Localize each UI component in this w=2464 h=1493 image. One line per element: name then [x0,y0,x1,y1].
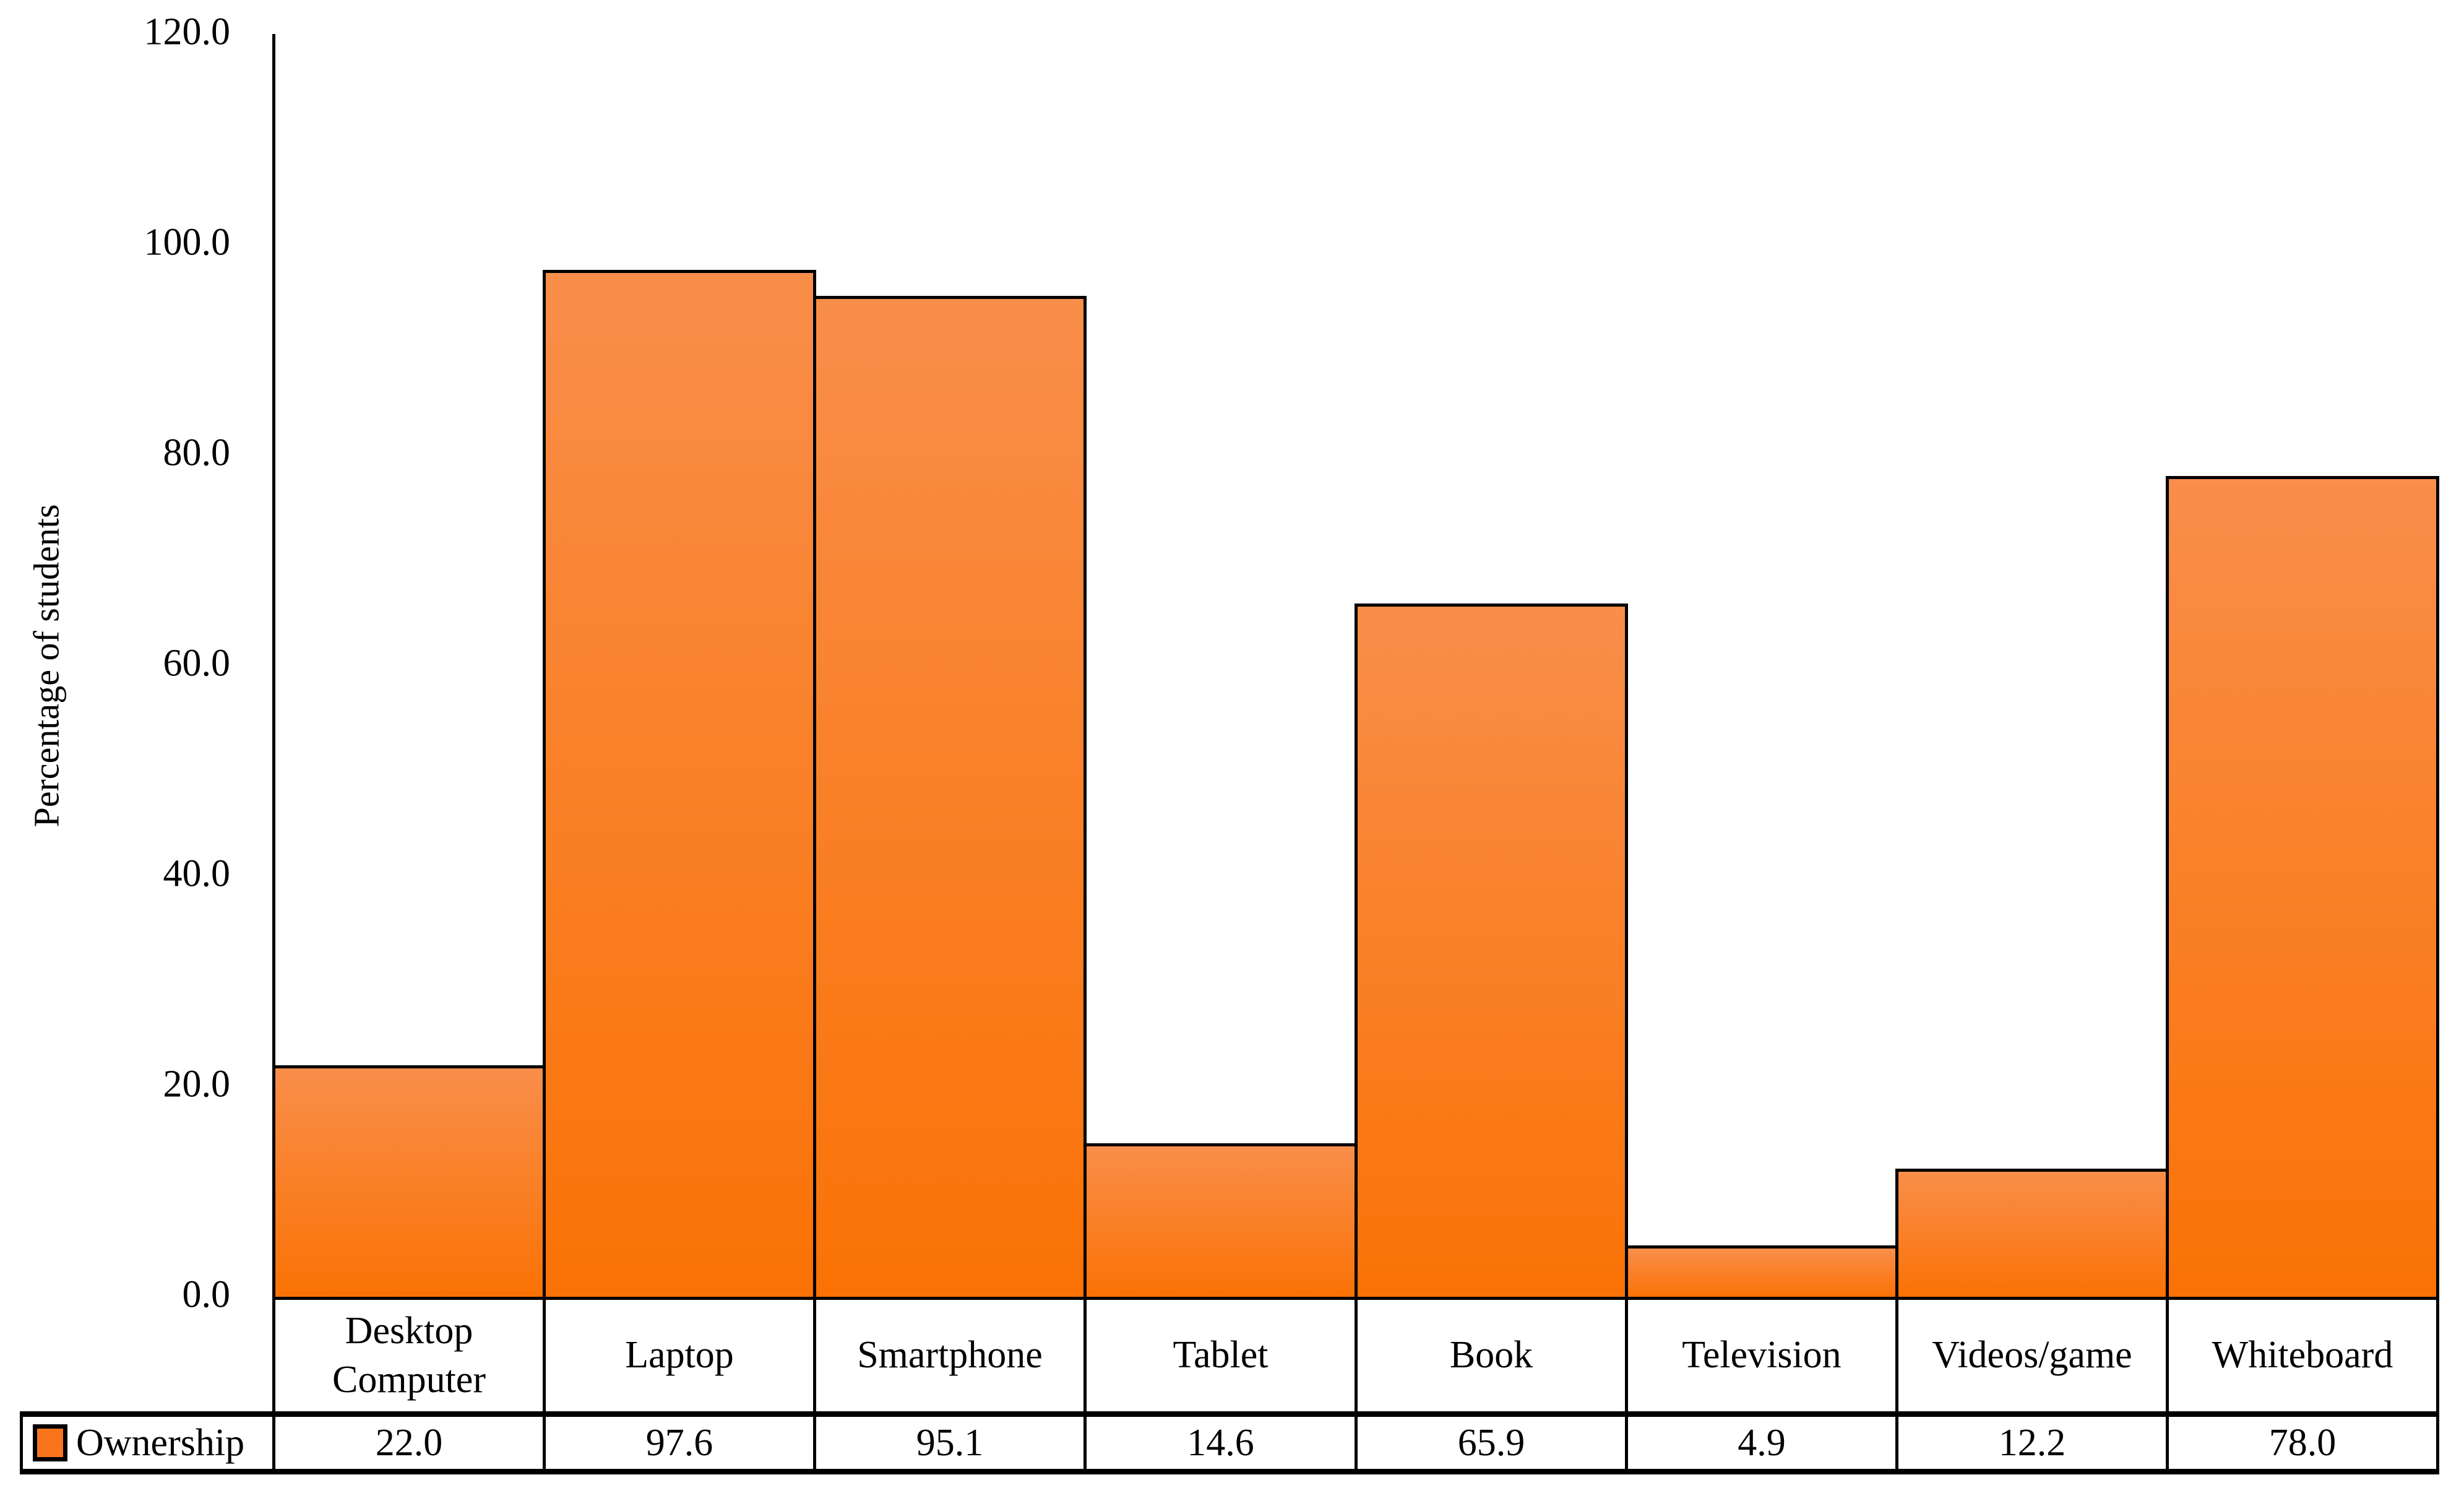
value-cell-videos-game: 12.2 [1895,1411,2169,1474]
legend-series-label: Ownership [76,1421,245,1464]
y-tick-label-0-0: 0.0 [182,1273,231,1316]
bar-smartphone [813,296,1087,1300]
legend-cell: Ownership [20,1411,275,1474]
y-tick-label-60-0: 60.0 [163,642,231,685]
category-label-laptop: Laptop [543,1297,816,1414]
bar-laptop [543,270,816,1300]
value-cell-smartphone: 95.1 [813,1411,1087,1474]
bar-book [1355,604,1628,1300]
value-cell-tablet: 14.6 [1083,1411,1358,1474]
value-cell-laptop: 97.6 [543,1411,816,1474]
category-label-whiteboard: Whiteboard [2166,1297,2439,1414]
value-cell-book: 65.9 [1355,1411,1628,1474]
y-tick-label-20-0: 20.0 [163,1063,231,1106]
value-cell-whiteboard: 78.0 [2166,1411,2439,1474]
y-tick-label-100-0: 100.0 [144,221,231,264]
value-cell-television: 4.9 [1625,1411,1898,1474]
category-label-tablet: Tablet [1083,1297,1358,1414]
y-tick-label-80-0: 80.0 [163,431,231,474]
bar-desktop-computer [272,1065,546,1300]
category-label-desktop-computer: Desktop Computer [272,1297,546,1414]
bar-videos-game [1895,1169,2169,1300]
bar-tablet [1083,1143,1358,1300]
y-tick-label-40-0: 40.0 [163,852,231,895]
legend-swatch-icon [33,1424,67,1461]
category-label-videos-game: Videos/game [1895,1297,2169,1414]
y-tick-label-120-0: 120.0 [144,11,231,53]
category-label-book: Book [1355,1297,1628,1414]
y-axis-line [272,34,275,1300]
category-label-television: Television [1625,1297,1898,1414]
bar-whiteboard [2166,476,2439,1300]
category-label-smartphone: Smartphone [813,1297,1087,1414]
value-cell-desktop-computer: 22.0 [272,1411,546,1474]
bar-television [1625,1245,1898,1300]
